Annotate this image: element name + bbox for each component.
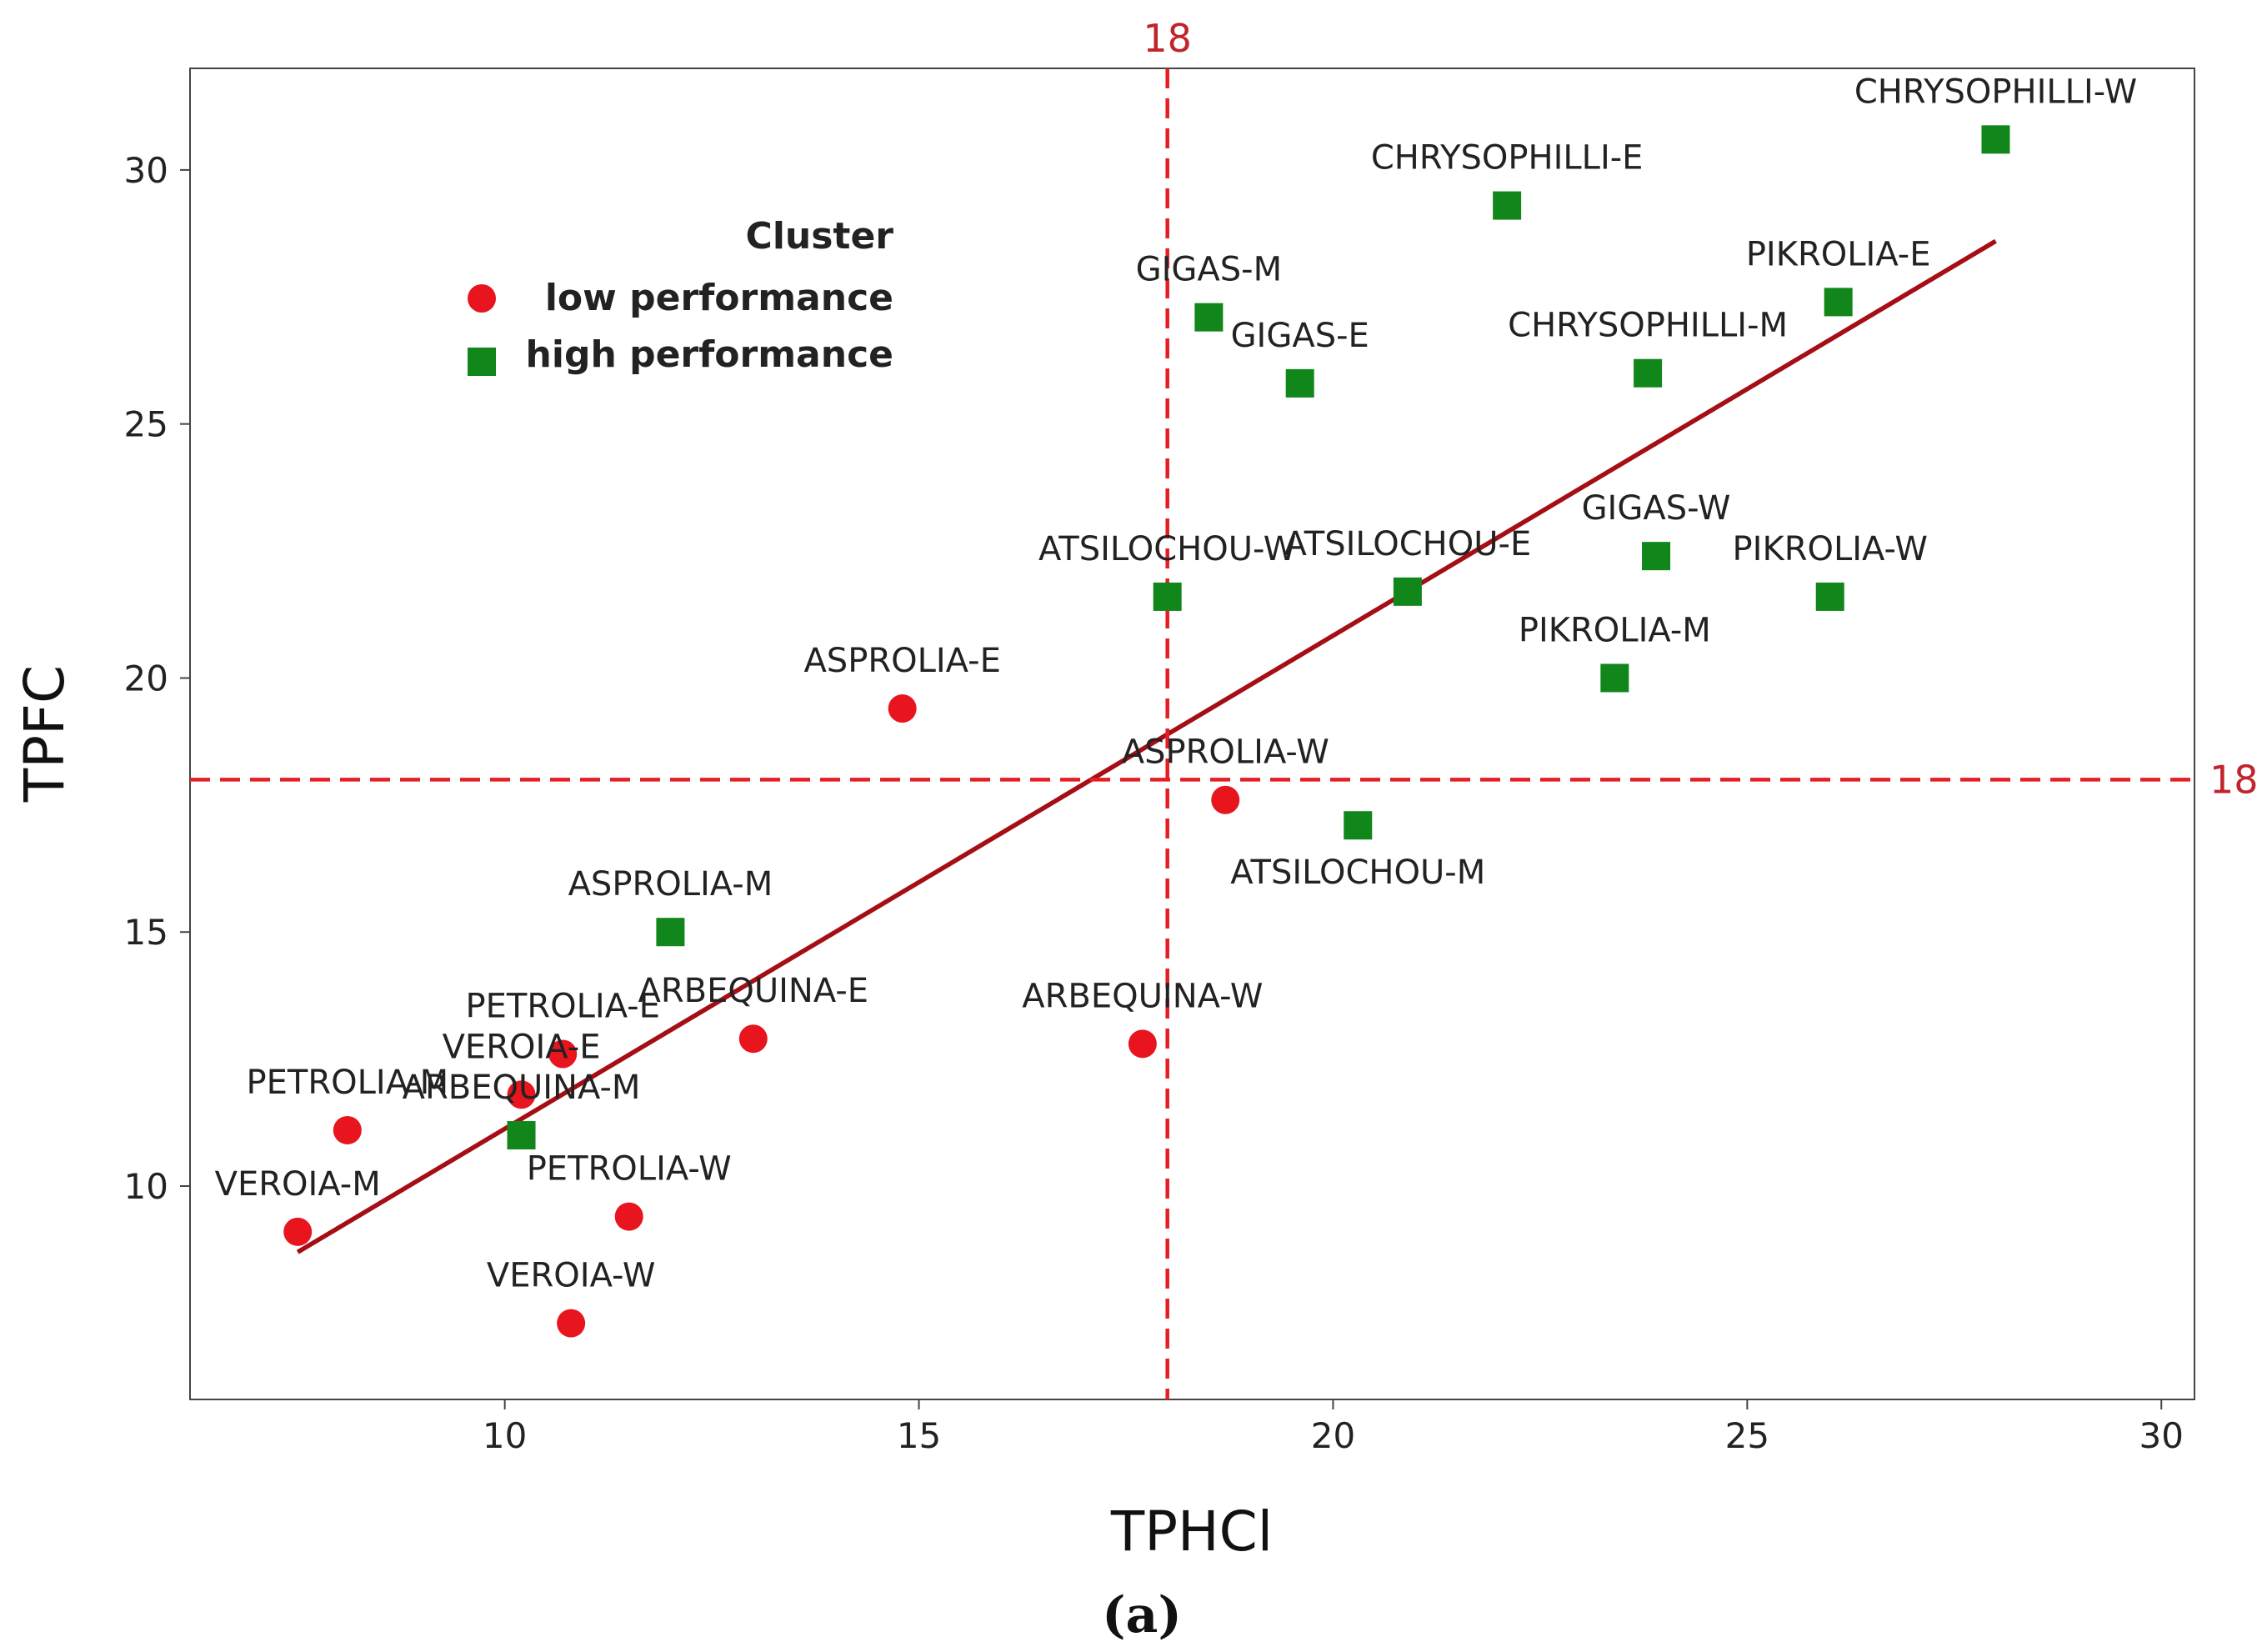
y-tick-label: 20: [124, 658, 168, 698]
data-point-label: ARBEQUINA-W: [1022, 977, 1263, 1015]
figure-caption: (a): [1102, 1586, 1182, 1644]
data-point-square: [1634, 358, 1663, 388]
data-point-label: PIKROLIA-W: [1733, 530, 1928, 568]
data-point-label: PETROLIA-W: [527, 1150, 732, 1189]
data-point-label: ATSILOCHOU-W: [1038, 530, 1296, 568]
x-tick-label: 25: [1725, 1415, 1769, 1456]
plot-frame: [189, 68, 2195, 1400]
data-point-label: GIGAS-W: [1582, 489, 1731, 528]
data-point-label: PIKROLIA-E: [1746, 235, 1931, 273]
data-point-circle: [283, 1217, 313, 1246]
data-point-square: [1153, 582, 1182, 611]
data-point-label: PETROLIA-M: [247, 1064, 449, 1102]
y-tick-label: 10: [124, 1166, 168, 1207]
data-point-label: VEROIA-M: [215, 1165, 381, 1204]
data-point-label: ARBEQUINA-M: [403, 1069, 641, 1107]
data-point-label: ASPROLIA-W: [1122, 733, 1329, 772]
data-point-circle: [333, 1115, 362, 1144]
data-point-square: [1600, 663, 1629, 693]
data-point-label: ARBEQUINA-E: [638, 972, 869, 1010]
axis-ticks-group: 10 15 20 25 30 10 15 20 25 30: [124, 150, 2184, 1456]
horizontal-reference-label: 18: [2209, 757, 2259, 802]
legend-marker-low: [468, 284, 496, 313]
legend: Cluster low performance high performance: [468, 215, 893, 376]
data-point-circle: [548, 1039, 578, 1069]
data-point-label: VEROIA-W: [487, 1257, 656, 1295]
data-point-circle: [1128, 1029, 1157, 1059]
data-point-square: [507, 1121, 536, 1150]
x-tick-label: 10: [483, 1415, 527, 1456]
data-point-label: ATSILOCHOU-M: [1230, 854, 1485, 892]
data-point-square: [656, 918, 685, 947]
regression-line: [296, 238, 1997, 1254]
legend-marker-high: [468, 348, 496, 376]
data-point-square: [1393, 577, 1422, 606]
data-point-label: CHRYSOPHILLI-W: [1854, 73, 2137, 111]
data-point-label: GIGAS-E: [1231, 317, 1369, 355]
legend-label-high: high performance: [526, 333, 893, 376]
data-point-label: ASPROLIA-E: [803, 642, 1000, 680]
data-point-circle: [614, 1202, 643, 1231]
legend-title: Cluster: [746, 215, 894, 258]
data-points-group: [283, 125, 2010, 1338]
data-point-circle: [557, 1309, 586, 1338]
data-point-square: [1642, 542, 1671, 571]
data-point-circle: [1211, 785, 1240, 814]
data-point-circle: [888, 694, 917, 723]
y-tick-label: 30: [124, 150, 168, 191]
data-point-label: CHRYSOPHILLI-M: [1508, 307, 1788, 345]
x-tick-label: 20: [1311, 1415, 1355, 1456]
x-axis-title: TPHCl: [1110, 1499, 1273, 1564]
y-axis-title: TPFC: [13, 665, 77, 803]
data-point-square: [1981, 125, 2010, 154]
data-point-circle: [738, 1024, 768, 1054]
x-tick-label: 30: [2139, 1415, 2184, 1456]
legend-label-low: low performance: [545, 277, 893, 319]
data-point-square: [1493, 191, 1522, 220]
data-point-circle: [507, 1080, 536, 1109]
data-point-label: ATSILOCHOU-E: [1284, 525, 1532, 563]
x-tick-label: 15: [897, 1415, 941, 1456]
y-tick-label: 15: [124, 912, 168, 953]
vertical-reference-label: 18: [1143, 16, 1192, 61]
data-point-label: GIGAS-M: [1136, 251, 1283, 289]
data-point-label: ASPROLIA-M: [568, 865, 773, 904]
fit-line-group: [296, 238, 1997, 1254]
y-tick-label: 25: [124, 404, 168, 445]
data-point-label: PIKROLIA-M: [1519, 611, 1711, 649]
data-point-square: [1824, 288, 1853, 317]
data-point-square: [1194, 303, 1224, 332]
data-point-square: [1285, 368, 1314, 398]
data-point-label: PETROLIA-E: [466, 988, 660, 1026]
data-point-label: VEROIA-E: [443, 1028, 601, 1066]
data-point-square: [1344, 811, 1373, 840]
data-point-label: CHRYSOPHILLI-E: [1371, 139, 1644, 178]
data-point-square: [1815, 582, 1844, 611]
